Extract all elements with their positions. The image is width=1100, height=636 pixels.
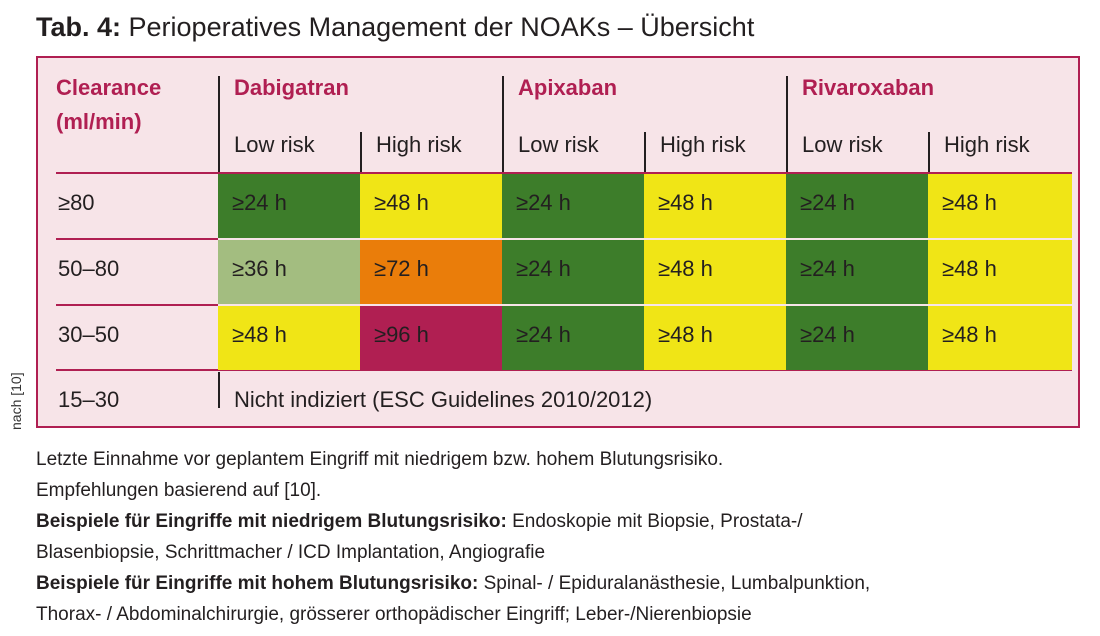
note-low-risk-text: Endoskopie mit Biopsie, Prostata-/ <box>506 511 803 532</box>
table-notes: Letzte Einnahme vor geplantem Eingriff m… <box>36 444 1086 630</box>
source-note: nach [10] <box>8 372 24 430</box>
row-label: 30–50 <box>58 322 120 347</box>
table-title: Tab. 4: Perioperatives Management der NO… <box>36 10 754 44</box>
table-cell: ≥24 h <box>786 240 928 304</box>
clearance-header: Clearance <box>56 75 162 100</box>
noak-table: Clearance (ml/min) Dabigatran Apixaban R… <box>36 56 1080 428</box>
note-high-risk-text: Spinal- / Epiduralanästhesie, Lumbalpunk… <box>478 573 871 594</box>
note-line: Letzte Einnahme vor geplantem Eingriff m… <box>36 449 724 470</box>
column-divider <box>360 132 362 172</box>
note-low-risk: Beispiele für Eingriffe mit niedrigem Bl… <box>36 506 1086 537</box>
drug-header-apixaban: Apixaban <box>518 75 618 100</box>
note-high-risk-heading: Beispiele für Eingriffe mit hohem Blutun… <box>36 573 479 594</box>
drug-header-rivaroxaban: Rivaroxaban <box>802 75 935 100</box>
note-line: Thorax- / Abdominalchirurgie, grösserer … <box>36 604 752 625</box>
note-high-risk: Beispiele für Eingriffe mit hohem Blutun… <box>36 568 1086 599</box>
risk-label: High risk <box>376 132 462 157</box>
table-cell: ≥24 h <box>502 240 644 304</box>
table-cell: ≥48 h <box>644 306 786 370</box>
note-line: Empfehlungen basierend auf [10]. <box>36 480 322 501</box>
table-cell: ≥48 h <box>218 306 360 370</box>
table-cell: ≥48 h <box>360 174 502 238</box>
table-cell: ≥24 h <box>218 174 360 238</box>
column-divider <box>218 76 220 172</box>
table-cell: ≥48 h <box>644 174 786 238</box>
row-divider <box>56 369 1072 371</box>
table-cell: ≥36 h <box>218 240 360 304</box>
row-divider <box>56 304 218 306</box>
risk-label: High risk <box>944 132 1030 157</box>
note-low-risk-heading: Beispiele für Eingriffe mit niedrigem Bl… <box>36 511 507 532</box>
header-divider <box>56 172 1072 174</box>
row-label: 50–80 <box>58 256 120 281</box>
table-cell: ≥24 h <box>502 174 644 238</box>
risk-label: High risk <box>660 132 746 157</box>
risk-label: Low risk <box>234 132 315 157</box>
column-divider <box>502 76 504 172</box>
table-cell: ≥48 h <box>644 240 786 304</box>
table-cell: ≥72 h <box>360 240 502 304</box>
risk-label: Low risk <box>518 132 599 157</box>
not-indicated-text: Nicht indiziert (ESC Guidelines 2010/201… <box>234 387 653 412</box>
column-divider <box>786 76 788 172</box>
column-divider <box>218 372 220 408</box>
table-cell: ≥24 h <box>502 306 644 370</box>
table-cell: ≥24 h <box>786 174 928 238</box>
table-cell: ≥48 h <box>928 240 1072 304</box>
table-number: Tab. 4: <box>36 12 122 42</box>
drug-header-dabigatran: Dabigatran <box>234 75 349 100</box>
row-divider <box>56 238 218 240</box>
row-label: ≥80 <box>58 190 95 215</box>
clearance-unit: (ml/min) <box>56 109 142 134</box>
note-line: Blasenbiopsie, Schrittmacher / ICD Impla… <box>36 542 546 563</box>
risk-label: Low risk <box>802 132 883 157</box>
table-cell: ≥48 h <box>928 306 1072 370</box>
table-cell: ≥96 h <box>360 306 502 370</box>
column-divider <box>644 132 646 172</box>
table-title-text: Perioperatives Management der NOAKs – Üb… <box>128 12 755 42</box>
row-label: 15–30 <box>58 387 120 412</box>
table-cell: ≥48 h <box>928 174 1072 238</box>
table-cell: ≥24 h <box>786 306 928 370</box>
column-divider <box>928 132 930 172</box>
